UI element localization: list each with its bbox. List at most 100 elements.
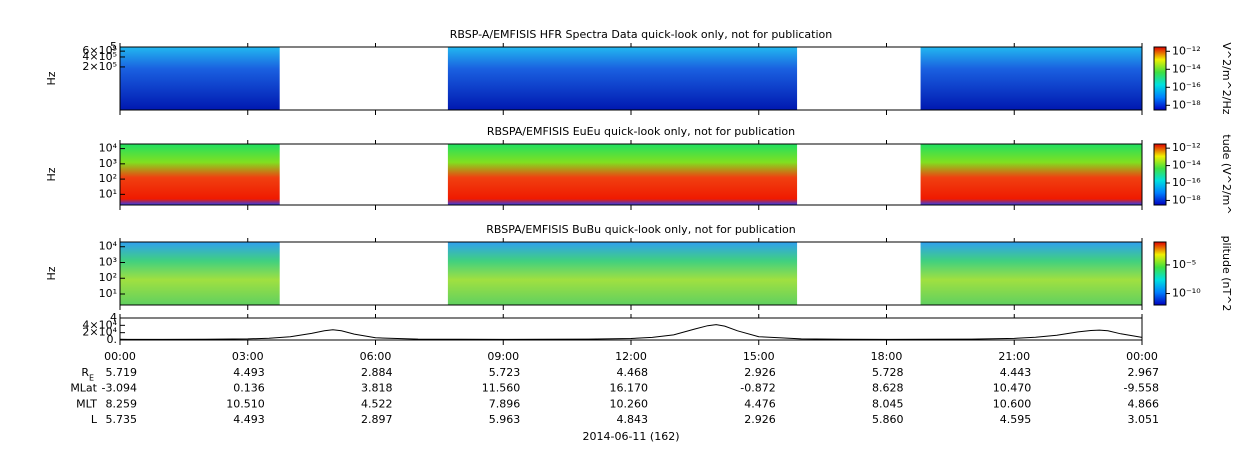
spectrogram-segment (120, 47, 280, 110)
ephemeris-value: 2.926 (744, 366, 776, 379)
ephemeris-value: 7.896 (489, 397, 521, 410)
y-tick-label: 2×10⁵ (82, 60, 117, 73)
panel-title: RBSP-A/EMFISIS HFR Spectra Data quick-lo… (450, 28, 833, 41)
colorbar-label: V^2/m^2/Hz (1220, 42, 1233, 114)
y-axis-label: Hz (45, 71, 58, 85)
ephemeris-value: 5.963 (489, 413, 521, 426)
x-tick-label: 03:00 (232, 350, 264, 363)
x-tick-label: 00:00 (1126, 350, 1158, 363)
ephemeris-value: 2.897 (361, 413, 393, 426)
y-tick-label: 5 (110, 40, 117, 53)
ephemeris-value: 4.493 (233, 366, 265, 379)
spectrogram-segment (920, 47, 1142, 110)
y-axis-label: Hz (45, 266, 58, 280)
x-tick-label: 18:00 (871, 350, 903, 363)
spectrogram-segment (120, 144, 280, 205)
ephemeris-value: 4.595 (1000, 413, 1032, 426)
row-label: R (81, 366, 89, 379)
colorbar (1153, 143, 1167, 206)
colorbar-tick-label: 10⁻¹² (1172, 141, 1201, 154)
colorbar-label: tude (V^2/m^ (1220, 134, 1233, 214)
y-tick-label: 10¹ (99, 187, 117, 200)
x-tick-label: 09:00 (487, 350, 519, 363)
colorbar-tick-label: 10⁻¹⁸ (1172, 98, 1201, 111)
colorbar-tick-label: 10⁻⁵ (1172, 258, 1196, 271)
y-tick-label: 0. (107, 333, 118, 346)
ephemeris-value: -3.094 (102, 382, 137, 395)
ephemeris-value: 4.522 (361, 397, 393, 410)
y-tick-label: 10² (99, 271, 117, 284)
y-tick-label: 4×10⁴ (82, 318, 117, 331)
ephemeris-value: 4.468 (617, 366, 649, 379)
y-tick-label: 10³ (99, 255, 117, 268)
ephemeris-value: 5.860 (872, 413, 904, 426)
spectrogram-segment (447, 47, 798, 110)
colorbar-tick-label: 10⁻¹⁴ (1172, 159, 1201, 172)
y-tick-label: 6×10⁵ (82, 44, 117, 57)
colorbar-tick-label: 10⁻¹² (1172, 44, 1201, 57)
ephemeris-value: 2.967 (1128, 366, 1160, 379)
colorbar-label: plitude (nT^2 (1220, 236, 1233, 312)
ephemeris-value: 5.728 (872, 366, 904, 379)
panel-title: RBSPA/EMFISIS EuEu quick-look only, not … (487, 125, 795, 138)
ephemeris-value: 2.926 (744, 413, 776, 426)
ephemeris-value: -9.558 (1124, 382, 1159, 395)
ephemeris-value: 5.723 (489, 366, 521, 379)
ephemeris-value: 3.818 (361, 382, 393, 395)
colorbar-tick-label: 10⁻¹⁰ (1172, 287, 1201, 300)
ephemeris-value: 10.600 (993, 397, 1032, 410)
ephemeris-value: 10.470 (993, 382, 1032, 395)
spectrogram-segment (447, 242, 798, 305)
ephemeris-value: 10.260 (610, 397, 649, 410)
ephemeris-value: 4.843 (617, 413, 649, 426)
y-tick-label: 10⁴ (99, 142, 118, 155)
colorbar-tick-label: 10⁻¹⁶ (1172, 176, 1201, 189)
colorbar-tick-label: 10⁻¹⁴ (1172, 62, 1201, 75)
ephemeris-value: 8.628 (872, 382, 904, 395)
y-tick-label: 10³ (99, 157, 117, 170)
ephemeris-value: 5.719 (106, 366, 138, 379)
x-tick-label: 15:00 (743, 350, 775, 363)
colorbar-tick-label: 10⁻¹⁶ (1172, 80, 1201, 93)
row-label: MLat (70, 382, 97, 395)
panel-title: RBSPA/EMFISIS BuBu quick-look only, not … (486, 223, 796, 236)
ephemeris-value: 0.136 (233, 382, 265, 395)
ephemeris-value: 8.045 (872, 397, 904, 410)
y-axis-label: Hz (45, 167, 58, 181)
ephemeris-value: 10.510 (226, 397, 265, 410)
ephemeris-value: 4.476 (744, 397, 776, 410)
spectrogram-segment (920, 242, 1142, 305)
y-tick-label: 10⁴ (99, 240, 118, 253)
x-tick-label: 21:00 (998, 350, 1030, 363)
y-tick-label: 4 (110, 311, 117, 324)
ephemeris-value: 16.170 (610, 382, 649, 395)
x-tick-label: 06:00 (360, 350, 392, 363)
ephemeris-value: 3.051 (1128, 413, 1160, 426)
ephemeris-value: 2.884 (361, 366, 393, 379)
line-series (119, 324, 1143, 340)
row-label: MLT (76, 397, 97, 410)
x-tick-label: 12:00 (615, 350, 647, 363)
panel-frame (119, 317, 1143, 341)
colorbar (1153, 241, 1167, 306)
date-label: 2014-06-11 (162) (582, 430, 679, 443)
y-tick-label: 4×10⁵ (82, 50, 117, 63)
ephemeris-value: 4.866 (1128, 397, 1160, 410)
y-tick-label: 10¹ (99, 287, 117, 300)
ephemeris-value: 4.493 (233, 413, 265, 426)
colorbar-tick-label: 10⁻¹⁸ (1172, 193, 1201, 206)
ephemeris-value: 11.560 (482, 382, 521, 395)
y-tick-label: 2×10⁴ (82, 326, 117, 339)
row-label: L (91, 413, 98, 426)
ephemeris-value: 5.735 (106, 413, 138, 426)
ephemeris-value: 8.259 (106, 397, 138, 410)
spectrogram-segment (447, 144, 798, 205)
ephemeris-value: 4.443 (1000, 366, 1032, 379)
x-tick-label: 00:00 (104, 350, 136, 363)
y-tick-label: 10² (99, 172, 117, 185)
colorbar (1153, 46, 1167, 111)
row-label-sub: E (89, 374, 94, 383)
ephemeris-value: -0.872 (740, 382, 775, 395)
spectrogram-segment (120, 242, 280, 305)
